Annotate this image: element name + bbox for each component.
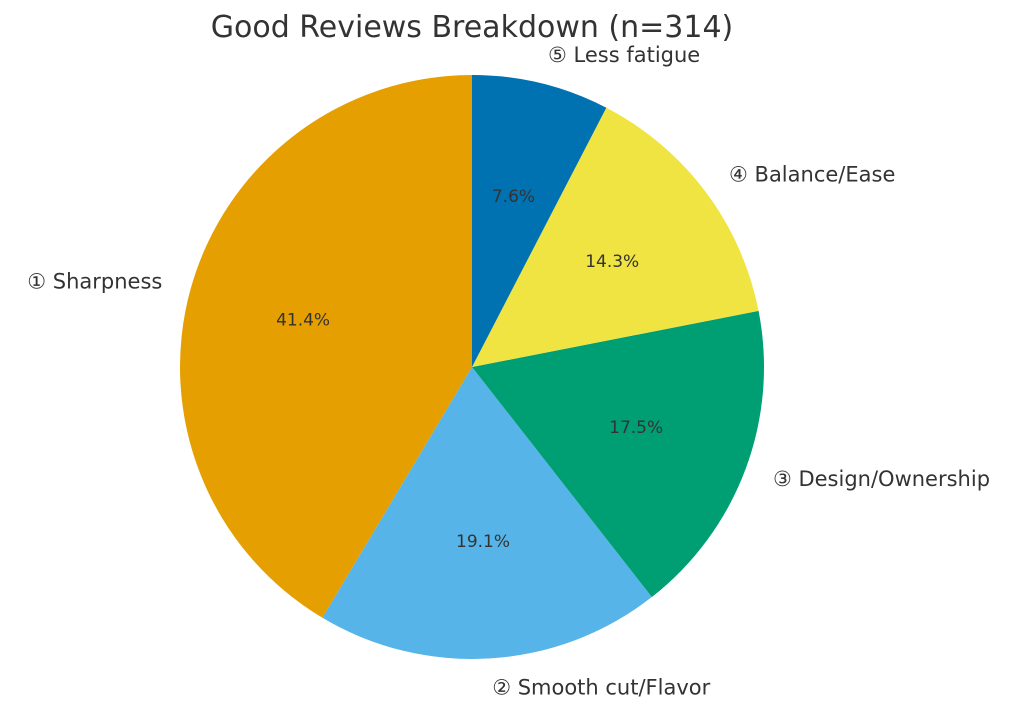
percent-labels: 41.4% 19.1% 17.5% 14.3% 7.6% <box>276 187 663 552</box>
slice-percent-label-5: 7.6% <box>492 187 535 207</box>
pie-slice-3 <box>472 310 765 598</box>
pie-slices <box>179 75 765 660</box>
slice-percent-label-3: 17.5% <box>609 418 663 438</box>
slice-category-label-2: ② Smooth cut/Flavor <box>492 676 710 700</box>
slice-category-label-1: ① Sharpness <box>27 270 162 294</box>
slice-category-label-3: ③ Design/Ownership <box>773 467 990 491</box>
slice-percent-label-1: 41.4% <box>276 310 330 330</box>
slice-category-label-5: ⑤ Less fatigue <box>548 43 700 67</box>
category-labels: ① Sharpness ② Smooth cut/Flavor ③ Design/O… <box>27 43 990 700</box>
pie-slice-1 <box>179 75 473 618</box>
slice-percent-label-2: 19.1% <box>456 532 510 552</box>
pie-slice-4 <box>472 107 759 367</box>
chart-title: Good Reviews Breakdown (n=314) <box>211 10 734 45</box>
slice-percent-label-4: 14.3% <box>585 252 639 272</box>
slice-category-label-4: ④ Balance/Ease <box>729 162 895 186</box>
pie-slice-2 <box>322 367 652 660</box>
pie-slice-5 <box>472 75 607 367</box>
